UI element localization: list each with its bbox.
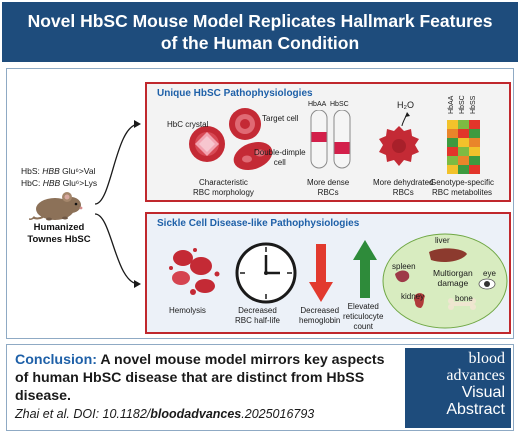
hemolysis-icon — [169, 248, 220, 295]
conclusion-box: Conclusion: A novel mouse model mirrors … — [6, 344, 514, 431]
double-dimple-label: Double-dimple cell — [254, 148, 306, 167]
heatmap-icon — [447, 120, 480, 174]
morphology-label: Characteristic RBC morphology — [193, 178, 254, 197]
spleen-label: spleen — [392, 262, 416, 271]
hbc-crystal-label: HbC crystal — [167, 120, 209, 129]
panel1-title: Unique HbSC Pathophysiologies — [157, 88, 313, 99]
metabolites-label: Genotype-specific RBC metabolites — [430, 178, 495, 197]
halflife-label: Decreased RBC half-life — [235, 306, 280, 325]
dehydrated-rbc-icon — [379, 112, 419, 166]
heatmap-column-labels: HbAA HbSC HbSS — [448, 95, 477, 114]
clock-icon — [235, 242, 297, 304]
header-banner: Novel HbSC Mouse Model Replicates Hallma… — [0, 0, 520, 64]
reticulocyte-label: Elevated reticulocyte count — [343, 302, 384, 331]
organ-icon — [382, 233, 508, 329]
page-title: Novel HbSC Mouse Model Replicates Hallma… — [27, 11, 493, 53]
citation[interactable]: Zhai et al. DOI: 10.1182/bloodadvances.2… — [15, 407, 315, 421]
mouse-icon — [29, 192, 83, 221]
branch-arrows — [94, 120, 141, 288]
mouse-label: Humanized Townes HbSC — [27, 222, 91, 245]
panel-sickle-cell-pathophysiologies: Sickle Cell Disease-like Pathophysiologi… — [145, 212, 511, 334]
tube-hbaa-label: HbAA — [308, 101, 327, 108]
bone-label: bone — [455, 294, 473, 303]
tube-hbsc-label: HbSC — [330, 101, 349, 108]
blood-advances-logo: blood advances Visual Abstract — [405, 348, 511, 428]
up-arrow-icon — [353, 240, 377, 298]
rbc-icon — [189, 108, 273, 171]
eye-label: eye — [483, 269, 496, 278]
dense-rbc-label: More dense RBCs — [307, 178, 350, 197]
dehydrated-rbc-label: More dehydrated RBCs — [373, 178, 434, 197]
panel2-title: Sickle Cell Disease-like Pathophysiologi… — [157, 218, 360, 229]
kidney-label: kidney — [401, 292, 425, 301]
panel-unique-pathophysiologies: Unique HbSC Pathophysiologies HbC crysta… — [145, 82, 511, 202]
down-arrow-icon — [309, 244, 333, 302]
hemolysis-label: Hemolysis — [169, 306, 206, 315]
multiorgan-label: Multiorgan damage — [433, 268, 473, 288]
h2o-label: H₂O — [397, 100, 414, 110]
liver-label: liver — [435, 236, 450, 245]
conclusion-text: Conclusion: A novel mouse model mirrors … — [15, 352, 385, 404]
test-tube-icon — [310, 110, 351, 169]
hemoglobin-label: Decreased hemoglobin — [299, 306, 341, 325]
main-figure: HbS: HBB Glu⁶>Val HbC: HBB Glu⁶>Lys Huma… — [6, 68, 514, 339]
genotype-labels: HbS: HBB Glu⁶>Val HbC: HBB Glu⁶>Lys — [21, 166, 98, 188]
target-cell-label: Target cell — [262, 114, 299, 123]
mouse-block: HbS: HBB Glu⁶>Val HbC: HBB Glu⁶>Lys Huma… — [7, 69, 127, 340]
